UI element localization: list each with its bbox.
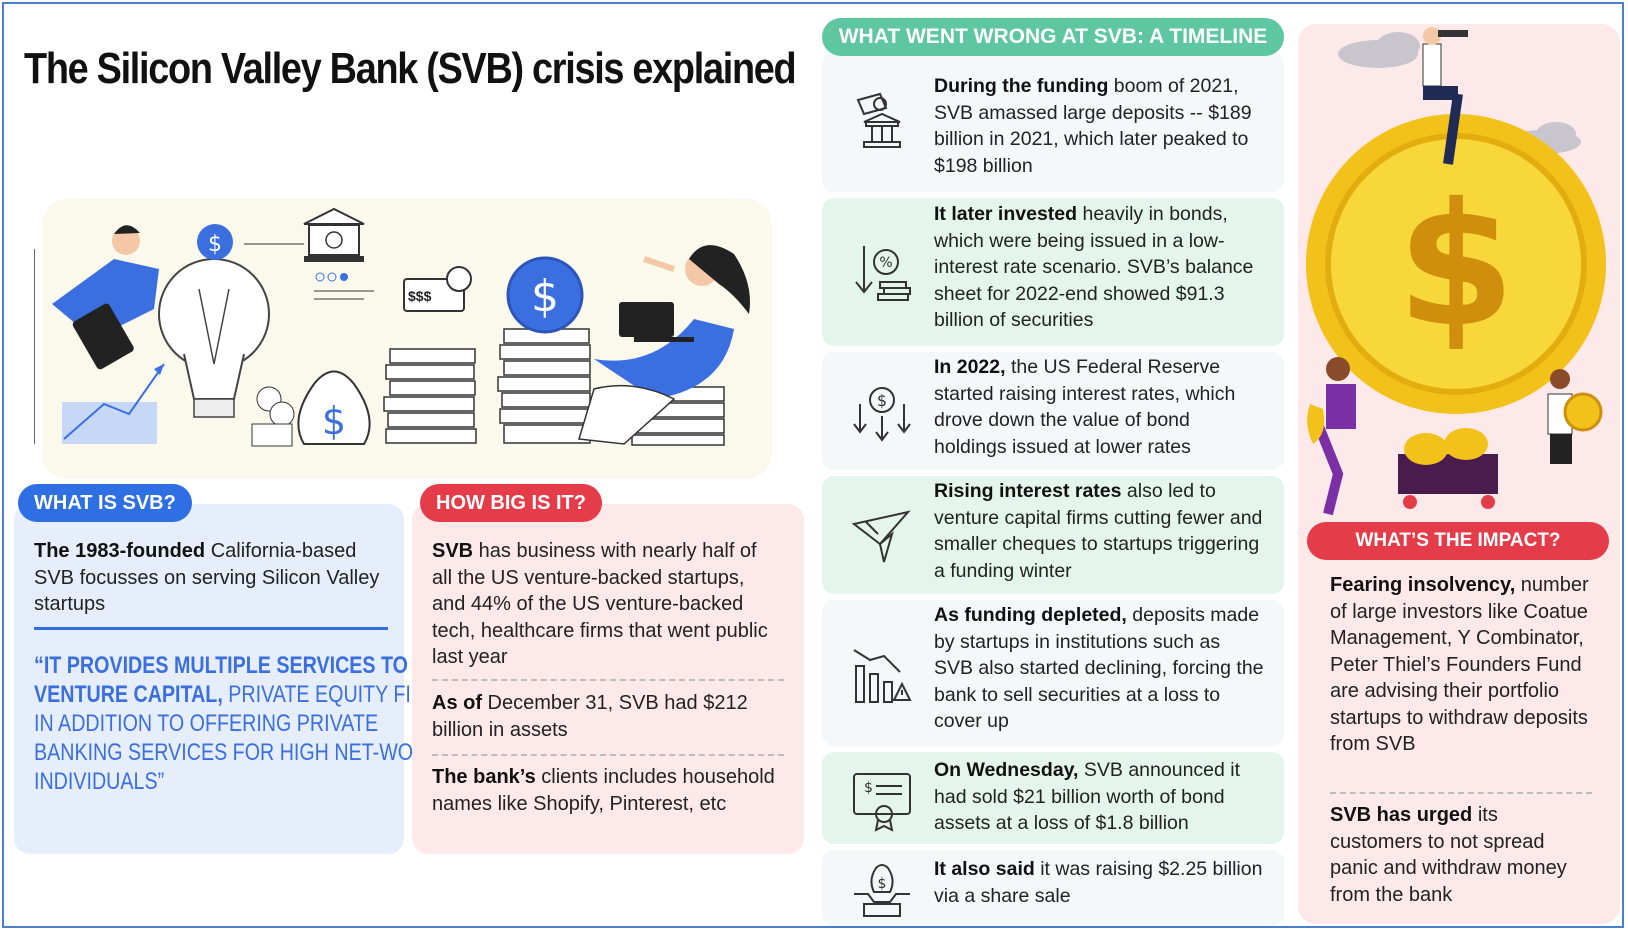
timeline-text-bold: As funding depleted,: [934, 604, 1127, 626]
how-big-item-rest: clients includes household names like Sh…: [432, 766, 775, 815]
timeline-text-rest: heavily in bonds, which were being issue…: [934, 203, 1254, 331]
declining-chart-warning-icon: [853, 649, 912, 703]
how-big-item: SVB has business with nearly half of all…: [432, 538, 782, 671]
timeline-text-bold: Rising interest rates: [934, 480, 1122, 502]
divider: [1330, 792, 1592, 794]
impact-item-rest: its customers to not spread panic and wi…: [1330, 804, 1567, 906]
how-big-item-bold: As of: [432, 692, 482, 714]
coin-stacks-icon: [383, 328, 725, 446]
dollar-arrows-down-icon: $: [853, 387, 911, 442]
dollar-coin-icon: $: [506, 256, 584, 334]
divider: [432, 679, 784, 681]
how-big-item-bold: The bank’s: [432, 766, 536, 788]
timeline-text-rest: boom of 2021, SVB amassed large deposits…: [934, 75, 1252, 177]
divider: [34, 627, 388, 630]
how-big-item-rest: December 31, SVB had $212 billion in ass…: [432, 692, 748, 741]
timeline-item: As funding depleted, deposits made by st…: [822, 600, 1284, 746]
svb-quote: “It provides multiple services to ventur…: [34, 651, 460, 796]
timeline-text: In 2022, the US Federal Reserve started …: [934, 354, 1264, 460]
share-sale-icon: $: [854, 864, 910, 917]
what-is-svb-text-rest: California-based SVB focusses on serving…: [34, 540, 380, 615]
paper-plane-down-icon: [851, 510, 911, 563]
impact-item-rest: number of large investors like Coatue Ma…: [1330, 574, 1589, 755]
timeline-text: As funding depleted, deposits made by st…: [934, 602, 1264, 735]
timeline-text: Rising interest rates also led to ventur…: [934, 478, 1264, 584]
impact-item-bold: Fearing insolvency,: [1330, 574, 1516, 596]
timeline-item: Rising interest rates also led to ventur…: [822, 476, 1284, 594]
impact-item-bold: SVB has urged: [1330, 804, 1473, 826]
svg-text:$: $: [1397, 167, 1515, 365]
how-big-item-bold: SVB: [432, 540, 474, 562]
svg-text:$: $: [864, 780, 873, 796]
how-big-item: As of December 31, SVB had $212 billion …: [432, 690, 782, 743]
divider: [432, 754, 784, 756]
timeline-text-rest: deposits made by startups in institution…: [934, 604, 1264, 732]
what-is-svb-label: WHAT IS SVB?: [18, 484, 192, 522]
man-with-telescope-icon: [1422, 27, 1468, 165]
svg-text:$: $: [878, 876, 887, 892]
timeline-text: It later invested heavily in bonds, whic…: [934, 201, 1264, 334]
timeline-text-bold: It also said: [934, 858, 1035, 880]
timeline-text-rest: also led to venture capital firms cuttin…: [934, 480, 1263, 582]
svg-text:$: $: [531, 271, 559, 322]
bank-icon: [244, 207, 374, 300]
timeline-text-rest: SVB announced it had sold $21 billion wo…: [934, 759, 1241, 834]
bill-icon: $$$: [403, 266, 472, 312]
how-big-label: HOW BIG IS IT?: [420, 484, 602, 522]
what-is-svb-text-bold: The 1983-founded: [34, 540, 206, 562]
timeline-text-rest: the US Federal Reserve started raising i…: [934, 356, 1236, 458]
timeline-item: During the funding boom of 2021, SVB ama…: [822, 52, 1284, 192]
how-big-item: The bank’s clients includes household na…: [432, 764, 782, 817]
timeline-text-bold: It later invested: [934, 203, 1078, 225]
impact-label: WHAT’S THE IMPACT?: [1307, 522, 1609, 560]
bill-label: $$$: [408, 288, 432, 304]
timeline-item: $ On Wednesday, SVB announced it had sol…: [822, 752, 1284, 844]
impact-item: SVB has urged its customers to not sprea…: [1330, 802, 1590, 908]
people-with-cart-icon: [1307, 357, 1603, 516]
timeline-item: $ It also said it was raising $2.25 bill…: [822, 850, 1284, 926]
man-with-bulb-icon: $: [52, 224, 270, 418]
timeline-label: WHAT WENT WRONG AT SVB: A TIMELINE: [822, 18, 1284, 56]
impact-item: Fearing insolvency, number of large inve…: [1330, 572, 1598, 758]
what-is-svb-panel: [14, 504, 404, 854]
money-bag-icon: $: [251, 370, 371, 447]
svg-text:$: $: [877, 391, 887, 410]
how-big-item-rest: has business with nearly half of all the…: [432, 540, 768, 668]
woman-with-laptop-icon: [578, 245, 750, 445]
certificate-icon: $: [853, 773, 911, 832]
what-is-svb-text: The 1983-founded California-based SVB fo…: [34, 538, 384, 618]
timeline-text-bold: In 2022,: [934, 356, 1006, 378]
timeline-text: It also said it was raising $2.25 billio…: [934, 856, 1264, 909]
timeline-item: $ In 2022, the US Federal Reserve starte…: [822, 352, 1284, 470]
timeline-text: During the funding boom of 2021, SVB ama…: [934, 73, 1264, 179]
growth-chart-icon: [34, 249, 165, 444]
page-title: The Silicon Valley Bank (SVB) crisis exp…: [24, 44, 797, 93]
timeline-item: % It later invested heavily in bonds, wh…: [822, 198, 1284, 346]
svg-text:%: %: [879, 255, 892, 271]
percent-down-icon: %: [855, 246, 911, 301]
timeline-text: On Wednesday, SVB announced it had sold …: [934, 757, 1264, 837]
money-bank-icon: [856, 92, 901, 148]
gold-dollar-coin-icon: $: [1306, 114, 1606, 414]
impact-illustration: $: [1306, 27, 1606, 516]
hero-illustration: $ $$$ $: [34, 207, 750, 447]
svg-text:$: $: [322, 399, 346, 443]
svg-text:$: $: [208, 232, 222, 257]
timeline-text-bold: During the funding: [934, 75, 1109, 97]
timeline-text-bold: On Wednesday,: [934, 759, 1079, 781]
timeline-text-rest: it was raising $2.25 billion via a share…: [934, 858, 1263, 907]
svb-quote-bold: “It provides multiple services to ventur…: [34, 652, 408, 708]
